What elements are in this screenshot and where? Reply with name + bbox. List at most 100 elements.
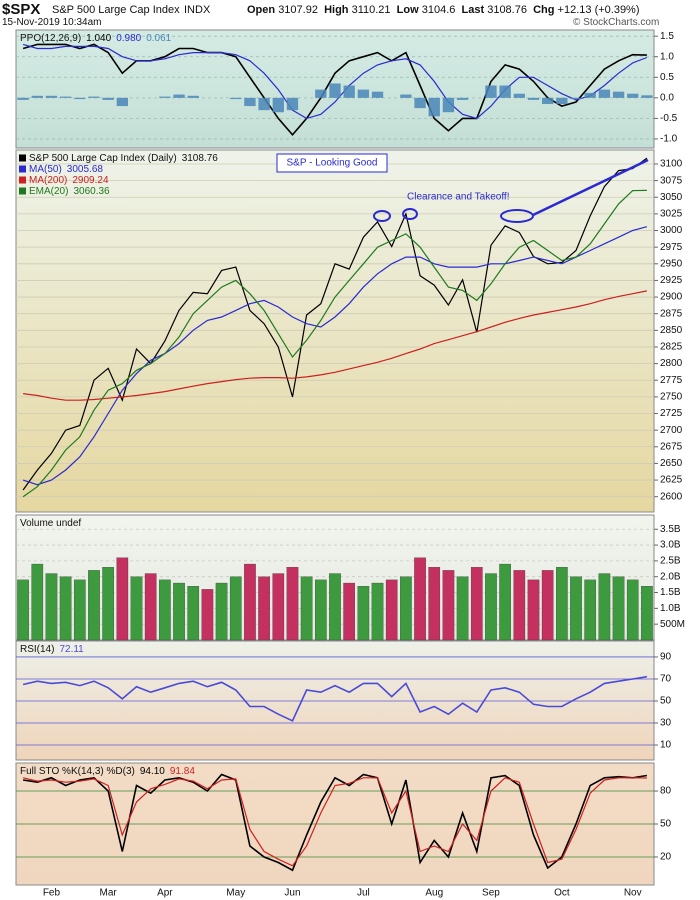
volume-bar	[371, 582, 384, 641]
histogram-bar	[173, 94, 185, 98]
legend: RSI(14) 72.11	[20, 644, 84, 655]
volume-bar	[73, 579, 86, 641]
volume-bar	[244, 563, 256, 641]
y-tick-label: 3000	[660, 225, 683, 236]
y-tick-label: 2700	[660, 425, 683, 436]
legend-value: 2909.24	[72, 175, 109, 186]
volume-bar	[144, 573, 157, 641]
y-tick-label: 2.5B	[660, 556, 681, 567]
volume-bar	[31, 563, 44, 641]
histogram-bar	[442, 97, 455, 113]
x-tick-label: Feb	[43, 888, 61, 899]
histogram-bar	[329, 83, 341, 98]
volume-bar	[357, 586, 370, 641]
y-tick-label: 1.0B	[660, 603, 681, 614]
y-tick-label: 3.5B	[660, 524, 681, 535]
histogram-bar	[400, 94, 412, 98]
y-tick-label: 2725	[660, 408, 683, 419]
volume-bar	[556, 567, 568, 641]
volume-bar	[470, 567, 483, 641]
highlight-ellipse	[402, 208, 418, 220]
legend-title: RSI(14)	[20, 644, 54, 655]
y-tick-label: -0.5	[660, 113, 678, 124]
histogram-bar	[17, 97, 29, 100]
volume-bar	[456, 576, 469, 641]
histogram-bar	[230, 97, 242, 100]
index-name: S&P 500 Large Cap Index	[52, 4, 180, 16]
volume-bar	[400, 576, 412, 641]
volume-bar	[300, 576, 313, 641]
x-tick-label: Jun	[284, 888, 300, 899]
y-tick-label: 1.0	[660, 51, 674, 62]
histogram-bar	[627, 93, 639, 98]
y-tick-label: 0.5	[660, 72, 674, 83]
legend-title: Full STO %K(14,3) %D(3)	[20, 766, 135, 777]
volume-bar	[59, 576, 72, 641]
y-tick-label: 2925	[660, 275, 683, 286]
legend-swatch	[19, 176, 26, 184]
volume-bar	[499, 563, 511, 641]
histogram-bar	[343, 85, 355, 98]
series-line	[22, 189, 647, 498]
legend-name: MA(200)	[29, 175, 67, 186]
panel: 10 30 50 70 90 RSI(14) 72.11	[15, 640, 672, 761]
annotation-box	[276, 153, 388, 173]
volume-bar	[414, 557, 426, 641]
legend-value: 94.10	[140, 766, 165, 777]
volume-bar	[201, 589, 214, 641]
volume-bar	[329, 573, 341, 641]
volume-bar	[116, 557, 129, 641]
histogram-bar	[556, 97, 568, 105]
histogram-bar	[584, 92, 596, 98]
volume-bar	[428, 567, 441, 641]
legend-value: 3005.68	[67, 164, 104, 175]
volume-bar	[570, 576, 582, 641]
histogram-bar	[499, 85, 511, 98]
histogram-bar	[456, 97, 469, 100]
y-tick-label: 50	[660, 696, 672, 707]
volume-bar	[385, 579, 398, 641]
legend-value: 1.040	[86, 33, 111, 44]
histogram-bar	[598, 89, 611, 98]
volume-bar	[187, 586, 200, 641]
last: 3108.76	[487, 4, 527, 16]
y-tick-label: 2825	[660, 342, 683, 353]
y-tick-label: 2600	[660, 491, 683, 502]
volume-bar	[527, 579, 540, 641]
x-tick-label: Mar	[100, 888, 118, 899]
y-tick-label: -1.0	[660, 134, 678, 145]
y-tick-label: 3100	[660, 159, 683, 170]
histogram-bar	[527, 97, 540, 100]
y-tick-label: 2900	[660, 292, 683, 303]
copyright: © StockCharts.com	[573, 17, 660, 28]
y-tick-label: 1.5B	[660, 587, 681, 598]
y-tick-label: 50	[660, 819, 672, 830]
legend: PPO(12,26,9) 1.040 0.980 0.061	[20, 33, 172, 44]
volume-bar	[159, 579, 171, 641]
legend: Full STO %K(14,3) %D(3) 94.10 91.84	[20, 766, 195, 777]
volume-bar	[130, 576, 143, 641]
y-tick-label: 2975	[660, 242, 683, 253]
high: 3110.21	[351, 4, 391, 16]
legend-value: 3060.36	[73, 186, 110, 197]
highlight-ellipse	[373, 210, 391, 222]
legend-name: MA(50)	[29, 164, 62, 175]
histogram-bar	[88, 96, 100, 98]
histogram-bar	[357, 89, 370, 98]
trend-line	[532, 158, 649, 217]
datetime: 15-Nov-2019 10:34am	[2, 17, 102, 28]
y-tick-label: 2625	[660, 475, 683, 486]
histogram-bar	[286, 97, 299, 111]
highlight-ellipse	[500, 209, 534, 223]
panel: 2600 2625 2650 2675 2700 2725 2750 2775 2800 2825…	[15, 149, 683, 526]
x-tick-label: May	[226, 888, 245, 899]
x-tick-label: Nov	[624, 888, 642, 899]
y-tick-label: 2850	[660, 325, 683, 336]
legend-swatch	[19, 165, 26, 173]
legend-title: PPO(12,26,9)	[20, 33, 81, 44]
histogram-bar	[570, 97, 582, 100]
histogram-bar	[485, 85, 497, 98]
y-tick-label: 2.0B	[660, 571, 681, 582]
legend: EMA(20) 3060.36	[29, 186, 110, 197]
